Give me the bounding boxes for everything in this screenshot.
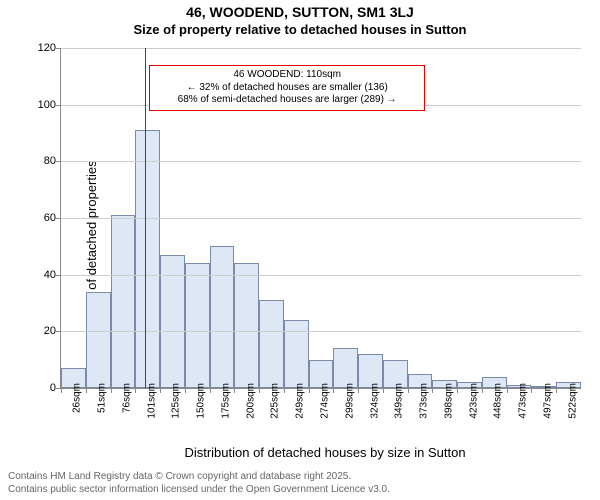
footer-line-2: Contains public sector information licen… [8,483,592,496]
bar [210,246,235,388]
annotation-line: ← 32% of detached houses are smaller (13… [156,82,418,95]
x-tick-mark [482,388,483,393]
x-tick-label: 101sqm [146,383,157,419]
x-tick-mark [457,388,458,393]
x-tick-label: 473sqm [518,383,529,419]
x-tick-label: 423sqm [468,383,479,419]
x-axis-label: Distribution of detached houses by size … [60,445,590,460]
x-tick-label: 373sqm [419,383,430,419]
bar [284,320,309,388]
x-tick-mark [259,388,260,393]
x-tick-label: 150sqm [196,383,207,419]
x-tick-mark [531,388,532,393]
x-tick-label: 76sqm [121,383,132,413]
x-tick-mark [556,388,557,393]
x-tick-label: 200sqm [245,383,256,419]
gridline [61,48,581,49]
x-tick-mark [432,388,433,393]
bar [111,215,136,388]
x-tick-mark [383,388,384,393]
x-tick-mark [86,388,87,393]
y-tick-mark [56,275,61,276]
x-tick-mark [61,388,62,393]
y-tick-label: 0 [26,382,56,394]
gridline [61,275,581,276]
x-tick-mark [185,388,186,393]
y-tick-label: 100 [26,99,56,111]
bar [234,263,259,388]
y-tick-label: 120 [26,42,56,54]
bar [135,130,160,388]
gridline [61,161,581,162]
x-tick-label: 448sqm [493,383,504,419]
x-tick-mark [135,388,136,393]
y-tick-label: 80 [26,155,56,167]
y-tick-mark [56,161,61,162]
y-tick-label: 60 [26,212,56,224]
y-tick-label: 20 [26,325,56,337]
footer-line-1: Contains HM Land Registry data © Crown c… [8,470,592,483]
x-tick-mark [234,388,235,393]
x-tick-label: 249sqm [295,383,306,419]
x-tick-label: 225sqm [270,383,281,419]
title-sub: Size of property relative to detached ho… [0,22,600,37]
x-tick-label: 349sqm [394,383,405,419]
bar [259,300,284,388]
gridline [61,218,581,219]
x-tick-mark [309,388,310,393]
highlight-line [145,48,146,388]
footer: Contains HM Land Registry data © Crown c… [8,470,592,496]
annotation-line: 68% of semi-detached houses are larger (… [156,94,418,107]
x-tick-mark [408,388,409,393]
y-tick-label: 40 [26,269,56,281]
x-tick-label: 175sqm [220,383,231,419]
bar [185,263,210,388]
annotation-box: 46 WOODEND: 110sqm← 32% of detached hous… [149,65,425,111]
x-tick-mark [210,388,211,393]
title-main: 46, WOODEND, SUTTON, SM1 3LJ [0,4,600,20]
chart-container: 46, WOODEND, SUTTON, SM1 3LJ Size of pro… [0,0,600,500]
x-tick-mark [333,388,334,393]
annotation-line: 46 WOODEND: 110sqm [156,69,418,82]
x-tick-label: 51sqm [97,383,108,413]
plot-area: 02040608010012026sqm51sqm76sqm101sqm125s… [60,48,581,389]
x-tick-label: 125sqm [171,383,182,419]
x-tick-label: 324sqm [369,383,380,419]
y-tick-mark [56,105,61,106]
x-tick-label: 398sqm [443,383,454,419]
x-tick-label: 274sqm [320,383,331,419]
x-tick-mark [111,388,112,393]
bar [86,292,111,388]
x-tick-mark [507,388,508,393]
x-tick-mark [358,388,359,393]
x-tick-label: 299sqm [344,383,355,419]
y-tick-mark [56,218,61,219]
y-tick-mark [56,48,61,49]
gridline [61,331,581,332]
x-tick-label: 522sqm [567,383,578,419]
x-tick-label: 497sqm [542,383,553,419]
y-tick-mark [56,331,61,332]
x-tick-mark [160,388,161,393]
x-tick-label: 26sqm [72,383,83,413]
x-tick-mark [284,388,285,393]
